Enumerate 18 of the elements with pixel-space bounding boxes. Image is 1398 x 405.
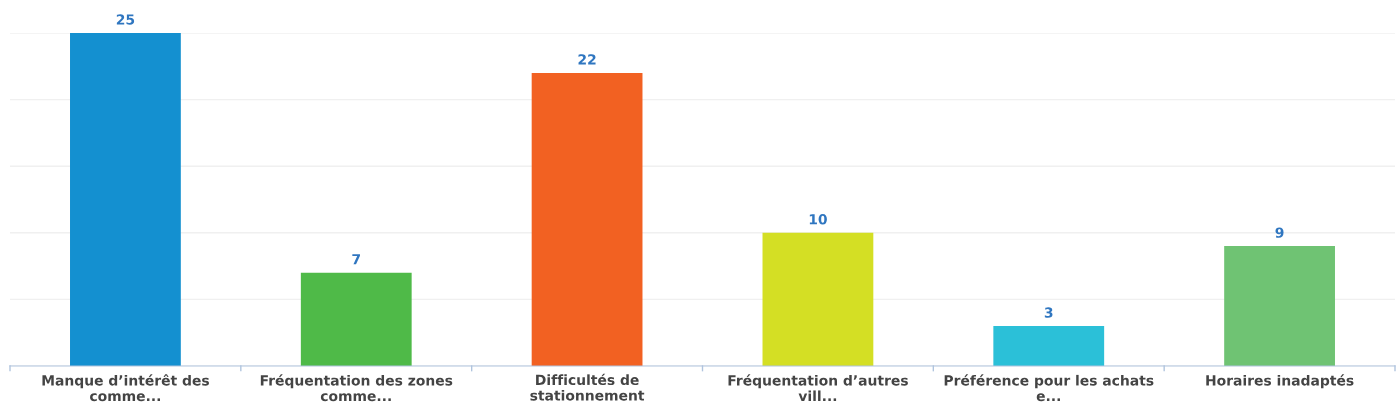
bar: [993, 326, 1105, 366]
x-tick-label: Difficultés de stationnement: [530, 373, 645, 401]
bar: [70, 33, 181, 366]
data-label: 22: [578, 54, 596, 65]
x-tick-label: Fréquentation d’autres vill...: [728, 374, 908, 401]
data-label: 9: [1275, 227, 1284, 238]
x-tick-label: Horaires inadaptés: [1206, 374, 1354, 389]
bar: [1224, 246, 1335, 366]
data-label: 7: [352, 254, 360, 265]
data-label: 25: [116, 14, 135, 25]
bar: [531, 72, 643, 366]
bar: [300, 272, 412, 366]
data-label: 3: [1044, 307, 1053, 318]
x-tick-label: Manque d’intérêt des comme...: [42, 374, 209, 402]
x-tick-label: Préférence pour les achats e...: [944, 374, 1154, 402]
x-tick-label: Fréquentation des zones comme...: [260, 374, 453, 402]
data-label: 10: [809, 214, 827, 225]
bar: [762, 232, 874, 366]
